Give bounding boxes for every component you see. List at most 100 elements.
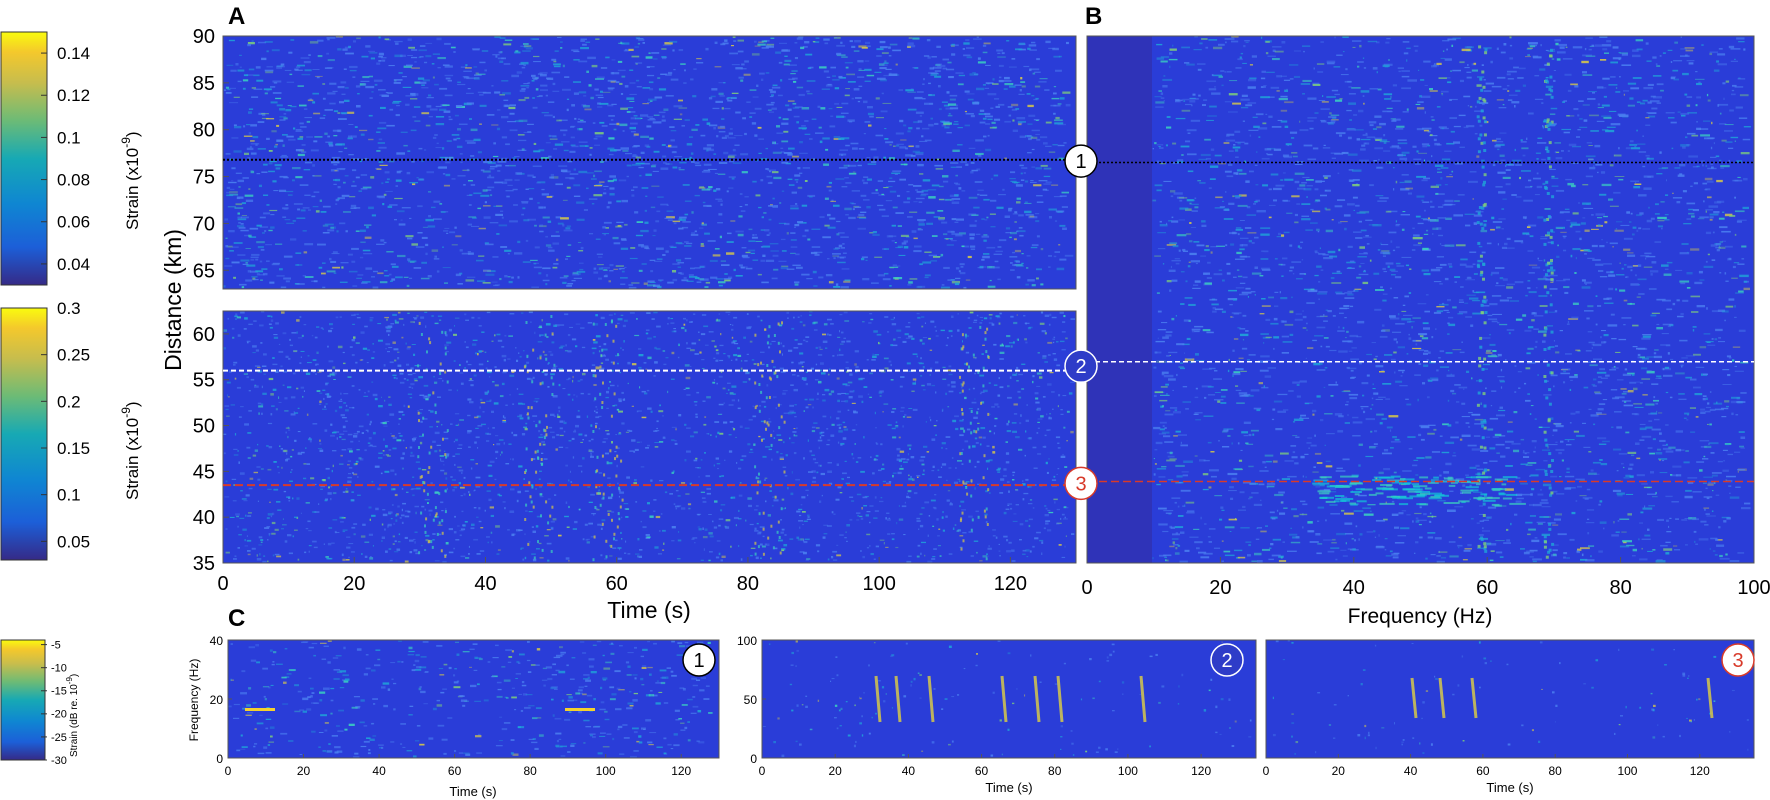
panel-a-top-speck (563, 133, 566, 137)
panel-a-bottom-speck (405, 447, 407, 449)
panel-a-bottom-speck (817, 439, 823, 442)
panel-a-bottom-speck (559, 324, 565, 326)
panel-a-top-speck (1053, 196, 1063, 198)
panel-a-top-speck (652, 164, 657, 166)
panel-a-top-speck (984, 87, 990, 89)
panel-a-bottom-speck (569, 470, 571, 473)
panel-a-bottom-speck (286, 452, 288, 455)
panel-a-top-speck (312, 69, 320, 70)
panel-a-top-speck (699, 265, 705, 268)
panel-a-bottom-speck (873, 558, 876, 560)
panel-a-top-speck (922, 83, 925, 85)
panel-a-top-speck (417, 232, 423, 234)
panel-a-top-speck (1012, 213, 1018, 215)
panel-a-top-speck (359, 229, 366, 232)
panel-a-top-speck (872, 233, 880, 236)
panel-a-bottom-speck (979, 322, 983, 324)
panel-a-bottom-speck (908, 478, 913, 481)
panel-a-top-speck (612, 236, 619, 240)
panel-a-bottom-speck (378, 457, 383, 459)
panel-a-bottom-speck (595, 335, 601, 338)
panel-a-bottom-speck (726, 392, 728, 394)
panel-a-bottom-speck (992, 529, 996, 531)
panel-a-top-speck (578, 91, 587, 94)
panel-a-top-speck (342, 48, 348, 51)
panel-a-bottom-speck (547, 482, 551, 484)
panel-a-bottom-speck (517, 415, 522, 418)
panel-a-bottom-speck (231, 478, 237, 480)
panel-a-top-speck (720, 43, 726, 46)
panel-a-top-speck (754, 134, 758, 137)
panel-a-bottom-speck (844, 320, 850, 322)
panel-a-bottom-speck (776, 434, 782, 436)
panel-a-bottom-speck (272, 363, 278, 366)
panel-a-top-speck (570, 126, 575, 128)
panel-a-bottom-speck (515, 347, 517, 349)
panel-a-top-speck (571, 104, 575, 107)
panel-a-bottom-speck (1026, 404, 1028, 406)
panel-a-bottom-speck (444, 344, 449, 346)
panel-a-top-speck (300, 126, 307, 128)
panel-a-top-speck (739, 206, 743, 208)
panel-a-top-speck (415, 246, 425, 248)
panel-a-bottom-speck (327, 375, 331, 378)
panel-a-top-speck (680, 272, 684, 275)
panel-a-top-speck (880, 110, 888, 113)
panel-a-top-speck (426, 105, 432, 108)
panel-a-bottom-speck (906, 560, 912, 564)
panel-a-bottom-speck (1009, 376, 1012, 379)
panel-a-bottom-speck (782, 390, 788, 392)
panel-a-top-speck (371, 91, 374, 93)
panel-a-bottom-speck (920, 456, 926, 458)
panel-a-top-speck (416, 177, 419, 179)
panel-a-bottom-speck (730, 496, 736, 499)
panel-a-bottom-speck (1032, 507, 1035, 509)
panel-a-top-speck (1012, 129, 1018, 132)
panel-a-top-speck (429, 108, 438, 111)
panel-a-bottom-speck (931, 470, 935, 472)
panel-a-bottom-speck (282, 384, 285, 386)
panel-a-top-speck (542, 279, 550, 282)
panel-a-bottom-speck (1028, 524, 1031, 528)
panel-a-bottom-speck (257, 366, 261, 368)
panel-a-bottom-speck (308, 550, 310, 553)
panel-a-top-speck (917, 228, 922, 230)
panel-a-top-speck (1043, 167, 1052, 170)
panel-a-bottom-speck (576, 415, 581, 419)
panel-a-bottom-speck (753, 363, 757, 365)
panel-a-bottom-speck (703, 423, 707, 426)
panel-a-bottom-speck (968, 531, 974, 533)
panel-a-top-speck (892, 206, 898, 209)
panel-a-top-speck (309, 98, 312, 100)
panel-a-top-speck (914, 96, 923, 100)
panel-a-bottom-speck (719, 359, 724, 362)
panel-a-top-speck (1018, 43, 1026, 46)
panel-a-bottom-speck (1062, 518, 1068, 520)
panel-a-bottom-speck (595, 314, 598, 317)
panel-a-top-speck (942, 175, 949, 178)
panel-a-bottom-speck (715, 349, 719, 352)
panel-a-top-speck (780, 79, 783, 82)
panel-a-bottom-speck (875, 442, 878, 444)
panel-a-top-speck (250, 140, 255, 142)
panel-a-top-speck (772, 142, 775, 144)
panel-a-top-speck (679, 113, 683, 116)
panel-a-bottom-speck (268, 323, 272, 325)
panel-a-top-speck (620, 238, 627, 240)
panel-a-top-speck (603, 188, 606, 190)
panel-a-bottom-speck (907, 490, 912, 493)
panel-a-top-speck (922, 127, 930, 130)
panel-a-top-speck (631, 189, 635, 191)
panel-a-top-speck (545, 274, 549, 277)
panel-a-bottom-speck (805, 371, 808, 373)
panel-a-top-speck (360, 241, 366, 243)
panel-a-bottom-speck (717, 413, 722, 415)
panel-a-top-speck (921, 189, 929, 192)
panel-a-bottom-speck (260, 403, 264, 406)
panel-a-bottom-speck (224, 405, 230, 407)
panel-a-bottom-speck (936, 518, 939, 521)
panel-a-bottom-speck (459, 534, 462, 537)
panel-a-top-speck (892, 264, 897, 267)
panel-a-top-speck (250, 259, 255, 261)
